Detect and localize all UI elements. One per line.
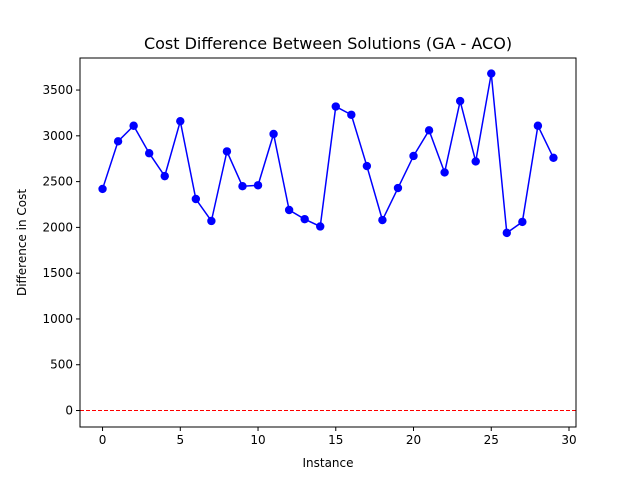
x-tick-label: 5 bbox=[176, 433, 184, 447]
data-point bbox=[207, 216, 216, 226]
data-point bbox=[502, 228, 512, 238]
series-line bbox=[101, 73, 555, 235]
data-point bbox=[113, 137, 123, 146]
data-point bbox=[549, 153, 558, 163]
y-tick-label: 0 bbox=[65, 404, 73, 418]
x-tick-label: 30 bbox=[561, 433, 576, 447]
chart-title: Cost Difference Between Solutions (GA - … bbox=[144, 34, 512, 53]
x-tick-label: 25 bbox=[484, 433, 499, 447]
data-point bbox=[378, 215, 387, 225]
data-point bbox=[471, 157, 480, 166]
y-tick-label: 3000 bbox=[42, 129, 73, 143]
data-point bbox=[362, 161, 372, 171]
data-point bbox=[440, 168, 449, 177]
data-point bbox=[253, 181, 263, 190]
data-point bbox=[393, 183, 403, 193]
plot-area bbox=[80, 69, 576, 412]
y-axis-label: Difference in Cost bbox=[15, 189, 29, 296]
data-point bbox=[129, 121, 138, 130]
data-point bbox=[98, 184, 107, 194]
data-point bbox=[347, 110, 356, 119]
y-axis-ticks: 0 500 1000 1500 2000 2500 3000 3500 bbox=[42, 83, 80, 418]
data-point bbox=[518, 217, 527, 227]
y-tick-label: 1500 bbox=[42, 266, 73, 280]
data-point bbox=[160, 171, 169, 181]
data-point bbox=[409, 151, 418, 161]
data-point bbox=[222, 147, 232, 156]
data-point bbox=[191, 194, 201, 204]
y-tick-label: 500 bbox=[50, 358, 73, 372]
x-tick-label: 0 bbox=[99, 433, 107, 447]
data-point bbox=[300, 214, 309, 224]
data-point bbox=[331, 102, 340, 111]
data-point bbox=[424, 126, 434, 135]
y-tick-label: 2000 bbox=[42, 220, 73, 234]
data-point bbox=[533, 121, 543, 130]
data-point bbox=[144, 149, 154, 158]
x-tick-label: 20 bbox=[406, 433, 421, 447]
y-tick-label: 3500 bbox=[42, 83, 73, 97]
y-tick-label: 2500 bbox=[42, 175, 73, 189]
data-point bbox=[238, 181, 247, 191]
y-tick-label: 1000 bbox=[42, 312, 73, 326]
x-axis-label: Instance bbox=[302, 456, 353, 470]
axes-frame bbox=[79, 57, 577, 428]
data-point bbox=[176, 116, 185, 126]
x-tick-label: 15 bbox=[328, 433, 343, 447]
data-point bbox=[455, 96, 465, 106]
x-tick-label: 10 bbox=[250, 433, 265, 447]
data-point bbox=[316, 222, 325, 231]
data-point bbox=[487, 69, 496, 78]
data-point bbox=[269, 129, 278, 139]
x-axis-ticks: 0 5 10 15 20 25 30 bbox=[99, 427, 577, 447]
data-point bbox=[284, 205, 294, 215]
